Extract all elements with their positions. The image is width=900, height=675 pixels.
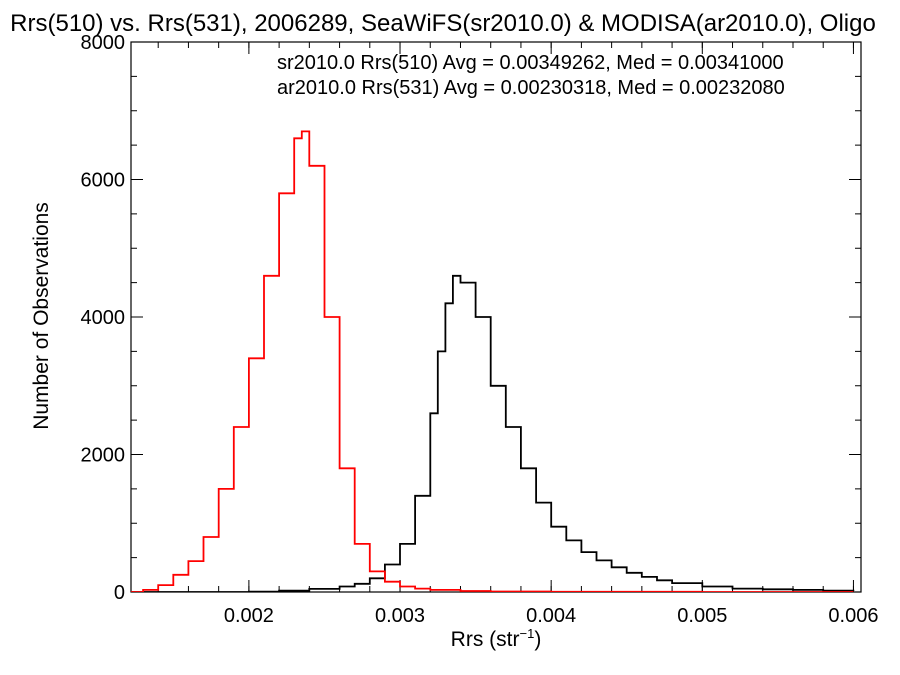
chart-title: Rrs(510) vs. Rrs(531), 2006289, SeaWiFS(… [10, 10, 876, 37]
x-axis-label-superscript: −1 [520, 626, 535, 641]
plot-frame [130, 41, 862, 593]
series-line-red [131, 130, 854, 592]
legend-entry-black: sr2010.0 Rrs(510) Avg = 0.00349262, Med … [277, 52, 784, 74]
y-tick-label: 8000 [81, 32, 126, 54]
y-tick-label: 0 [114, 582, 125, 604]
x-tick-label: 0.004 [526, 605, 576, 627]
x-axis-label: Rrs (str−1) [451, 626, 542, 651]
legend: sr2010.0 Rrs(510) Avg = 0.00349262, Med … [277, 52, 785, 99]
x-ticks: 0.002 0.003 0.004 0.005 0.006 [157, 42, 878, 627]
x-tick-label: 0.002 [224, 605, 274, 627]
x-axis-label-main: Rrs (str [451, 628, 520, 651]
x-tick-label: 0.005 [677, 605, 727, 627]
series-layer [131, 130, 855, 592]
y-tick-label: 2000 [81, 445, 126, 467]
y-axis-label: Number of Observations [30, 202, 53, 430]
y-tick-label: 6000 [81, 170, 126, 192]
y-ticks: 0 2000 4000 6000 8000 [81, 32, 861, 604]
x-axis-label-end: ) [534, 628, 541, 651]
series-line-black [131, 274, 855, 592]
x-tick-label: 0.003 [375, 605, 425, 627]
x-tick-label: 0.006 [828, 605, 878, 627]
y-tick-label: 4000 [81, 307, 126, 329]
legend-entry-red: ar2010.0 Rrs(531) Avg = 0.00230318, Med … [277, 77, 785, 99]
axes: 0.002 0.003 0.004 0.005 0.006 0 2000 4000 6000 8… [81, 32, 879, 627]
